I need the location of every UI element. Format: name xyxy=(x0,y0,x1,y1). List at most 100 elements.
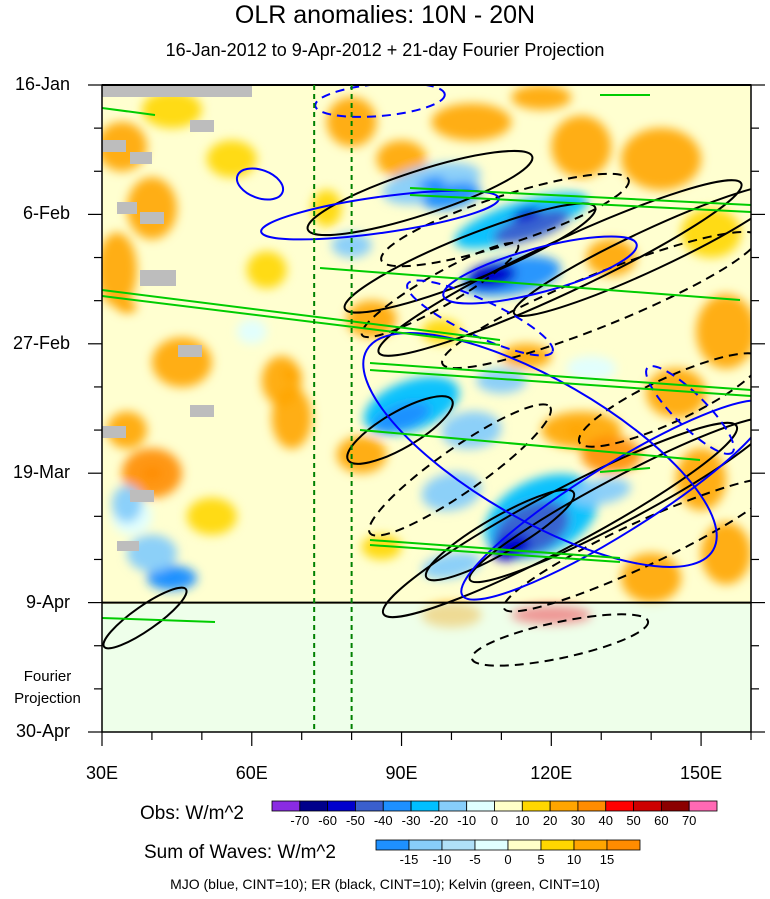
waves-colorbar-swatch xyxy=(375,839,410,851)
obs-colorbar-swatch xyxy=(438,800,468,812)
missing-data-box xyxy=(178,345,202,357)
kelvin-contour xyxy=(102,289,501,341)
positive-anomaly xyxy=(336,436,387,474)
x-tick-label: 90E xyxy=(385,763,418,783)
x-tick-label: 120E xyxy=(530,763,573,783)
obs-colorbar-swatch xyxy=(355,800,384,812)
positive-anomaly xyxy=(501,343,552,369)
positive-anomaly xyxy=(206,140,257,178)
negative-anomaly xyxy=(331,232,372,258)
obs-colorbar-swatch xyxy=(327,800,356,812)
obs-colorbar-swatch xyxy=(299,800,329,812)
missing-data-box xyxy=(102,426,126,438)
obs-colorbar-swatch xyxy=(494,800,523,812)
positive-anomaly-center xyxy=(116,300,137,313)
y-tick-label: 30-Apr xyxy=(15,721,70,741)
chart-title: OLR anomalies: 10N - 20N xyxy=(234,1,536,29)
waves-colorbar-tick-label: -5 xyxy=(469,852,481,867)
er-contour xyxy=(346,395,454,465)
negative-anomaly xyxy=(493,209,570,244)
mjo-contour xyxy=(260,189,500,241)
positive-anomaly-center xyxy=(281,368,302,381)
negative-anomaly-center xyxy=(387,404,416,419)
obs-colorbar-swatch xyxy=(660,800,690,812)
chart-subtitle: 16-Jan-2012 to 9-Apr-2012 + 21-day Fouri… xyxy=(165,40,605,60)
obs-colorbar-tick-label: -50 xyxy=(346,813,365,828)
negative-anomaly xyxy=(566,356,617,381)
er-contour xyxy=(577,352,751,448)
x-tick-label: 30E xyxy=(85,763,119,783)
missing-data-box xyxy=(130,152,152,164)
positive-anomaly xyxy=(186,497,237,535)
er-contour xyxy=(512,183,751,317)
mjo-contour xyxy=(235,167,285,201)
mjo-contour xyxy=(362,332,718,568)
kelvin-contour xyxy=(599,467,651,473)
projection-label: Fourier Projection xyxy=(0,666,95,710)
positive-anomaly-center xyxy=(141,467,162,480)
waves-colorbar-swatch xyxy=(408,839,443,851)
positive-anomaly xyxy=(701,522,751,585)
obs-colorbar-swatch xyxy=(577,800,607,812)
missing-data-box xyxy=(117,202,137,214)
obs-colorbar-tick-label: 60 xyxy=(654,813,669,828)
positive-anomaly xyxy=(621,127,702,190)
missing-data-box xyxy=(117,541,139,551)
missing-data-box xyxy=(190,120,214,132)
projection-region xyxy=(102,604,751,732)
obs-colorbar-swatch xyxy=(521,800,551,812)
obs-colorbar-swatch xyxy=(466,800,495,812)
waves-colorbar-swatch xyxy=(507,839,542,851)
x-tick-label: 150E xyxy=(680,763,723,783)
waves-colorbar-tick-label: 0 xyxy=(504,852,512,867)
er-contour xyxy=(468,416,751,584)
er-contour xyxy=(102,586,188,650)
obs-colorbar-title: Obs: W/m^2 xyxy=(140,803,244,824)
mjo-contour xyxy=(460,399,751,601)
positive-anomaly xyxy=(621,553,682,603)
y-tick-label: 19-Mar xyxy=(12,462,70,483)
kelvin-contour xyxy=(102,295,501,346)
mjo-contour xyxy=(442,235,638,305)
kelvin-contour xyxy=(102,107,156,116)
chart-footer: MJO (blue, CINT=10); ER (black, CINT=10)… xyxy=(170,876,600,892)
er-contour xyxy=(306,149,534,237)
missing-data-box xyxy=(130,490,154,502)
obs-colorbar-swatch xyxy=(605,800,634,812)
positive-anomaly xyxy=(431,103,512,141)
positive-anomaly xyxy=(511,85,572,110)
kelvin-contour xyxy=(369,369,751,397)
waves-colorbar-tick-label: 15 xyxy=(599,852,615,867)
obs-colorbar-swatch xyxy=(549,800,579,812)
kelvin-contour xyxy=(102,617,216,623)
y-tick-label: 16-Jan xyxy=(14,74,70,94)
positive-anomaly xyxy=(102,232,137,308)
negative-anomaly xyxy=(571,478,631,505)
obs-colorbar-tick-label: -30 xyxy=(401,813,421,828)
projection-label-line: Projection xyxy=(14,690,81,707)
mjo-contour xyxy=(314,85,446,118)
obs-colorbar-swatch xyxy=(382,800,412,812)
obs-colorbar-swatch xyxy=(410,800,440,812)
er-contour xyxy=(343,202,597,314)
er-contour xyxy=(368,403,552,537)
obs-colorbar-swatch xyxy=(633,800,662,812)
positive-anomaly xyxy=(696,294,751,369)
positive-anomaly xyxy=(681,208,742,258)
waves-colorbar-tick-label: 5 xyxy=(537,852,545,867)
obs-colorbar-tick-label: -20 xyxy=(429,813,449,828)
obs-colorbar-tick-label: 30 xyxy=(570,813,586,828)
obs-colorbar-swatch xyxy=(271,800,301,812)
missing-data-box xyxy=(140,270,176,286)
positive-anomaly xyxy=(141,91,202,129)
waves-colorbar-swatch xyxy=(474,839,509,851)
kelvin-contour xyxy=(369,544,621,563)
negative-anomaly xyxy=(236,319,267,344)
obs-colorbar-tick-label: 40 xyxy=(598,813,613,828)
projection-label-line: Fourier xyxy=(23,668,72,685)
positive-anomaly xyxy=(106,411,147,449)
y-tick-label: 27-Feb xyxy=(12,332,70,353)
negative-anomaly-center xyxy=(417,176,446,191)
waves-colorbar-swatch xyxy=(540,839,575,851)
